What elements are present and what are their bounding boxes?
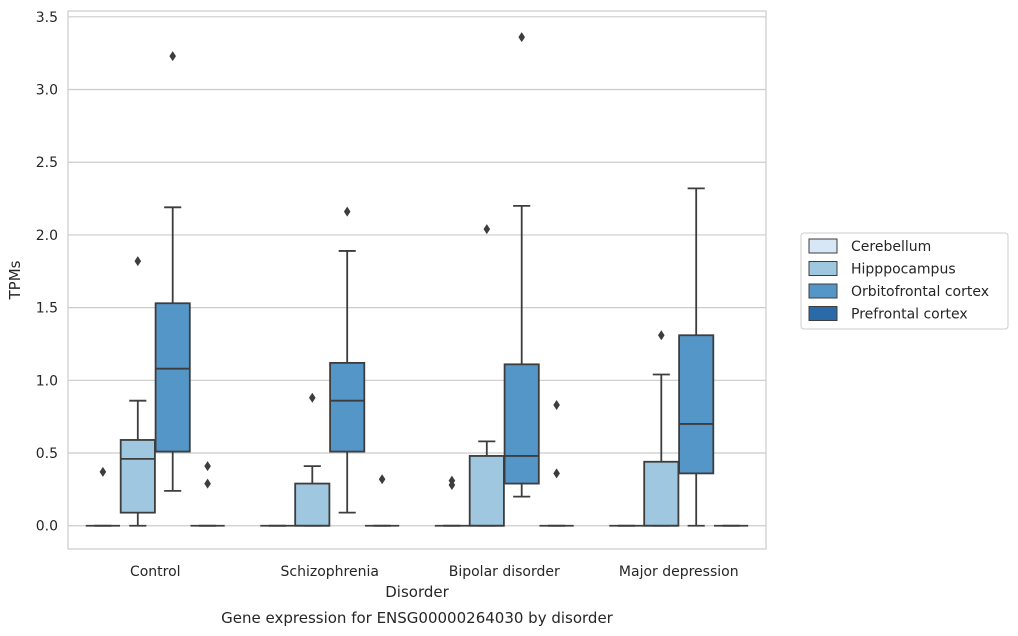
box-iqr: [154, 302, 191, 453]
legend-label: Cerebellum: [851, 239, 931, 255]
legend-swatch: [808, 238, 838, 254]
box-element: [294, 392, 331, 527]
box-element: [329, 206, 366, 514]
box-iqr: [294, 482, 331, 527]
box-element: [154, 51, 191, 492]
box-element: [190, 461, 225, 527]
y-tick-label: 2.0: [36, 228, 58, 244]
x-tick-label: Control: [130, 564, 181, 580]
outlier-point: [343, 206, 351, 217]
box-iqr: [329, 361, 366, 453]
outlier-point: [483, 224, 491, 235]
legend-item: Hipppocampus: [808, 261, 956, 278]
legend-label: Hipppocampus: [851, 262, 956, 278]
x-tick-labels: Control Schizophrenia Bipolar disorder Majo…: [130, 564, 739, 580]
outlier-point: [553, 468, 560, 479]
x-tick-label: Schizophrenia: [281, 564, 379, 580]
y-tick-label: 0.5: [36, 446, 58, 462]
legend-label: Orbitofrontal cortex: [851, 284, 989, 300]
box-element: [468, 224, 505, 527]
outlier-point: [204, 461, 211, 472]
y-tick-label: 1.5: [36, 301, 58, 317]
outlier-point: [553, 400, 560, 411]
outlier-point: [169, 51, 176, 62]
outlier-point: [134, 256, 142, 267]
legend-frame: [800, 232, 1009, 330]
y-tick-label: 3.0: [36, 83, 58, 99]
box-element: [85, 466, 121, 527]
box-element: [678, 187, 715, 527]
plot-area-frame: [67, 10, 767, 550]
legend-item: Cerebellum: [808, 238, 931, 255]
x-axis-label: Disorder: [385, 583, 449, 601]
y-tick-label: 1.0: [36, 373, 58, 389]
legend-swatch: [808, 261, 838, 276]
box-iqr: [503, 363, 540, 485]
box-iqr: [643, 460, 680, 527]
box-element: [503, 32, 540, 498]
outlier-point: [204, 478, 211, 489]
y-tick-labels: 0.0 0.5 1.0 1.5 2.0 2.5 3.0 3.5: [36, 10, 58, 535]
box-iqr: [678, 334, 715, 475]
box-element: [434, 475, 470, 527]
y-axis-label: TPMs: [6, 260, 24, 300]
legend-item: Orbitofrontal cortex: [808, 283, 989, 300]
x-tick-label: Bipolar disorder: [449, 564, 560, 580]
outlier-point: [99, 466, 107, 477]
legend-item: Prefrontal cortex: [808, 306, 968, 323]
y-tick-label: 0.0: [36, 519, 58, 535]
outlier-point: [448, 475, 456, 486]
box-element: [364, 474, 400, 527]
legend-swatch: [808, 306, 838, 321]
box-element: [643, 330, 680, 527]
outlier-point: [309, 392, 316, 403]
outlier-point: [658, 330, 665, 341]
y-tick-label: 2.5: [36, 155, 58, 171]
chart-caption: Gene expression for ENSG00000264030 by d…: [221, 609, 614, 627]
legend-label: Prefrontal cortex: [851, 307, 968, 323]
outlier-point: [518, 32, 525, 43]
legend: Cerebellum Hipppocampus Orbitofrontal cort…: [800, 232, 1009, 330]
box-element: [539, 400, 574, 527]
box-iqr: [468, 455, 505, 527]
box-element: [119, 256, 156, 527]
legend-swatch: [808, 283, 838, 299]
outlier-point: [378, 474, 386, 485]
y-tick-label: 3.5: [36, 10, 58, 26]
x-tick-label: Major depression: [619, 564, 739, 580]
box-groups: [85, 32, 749, 527]
box-iqr: [119, 439, 156, 514]
